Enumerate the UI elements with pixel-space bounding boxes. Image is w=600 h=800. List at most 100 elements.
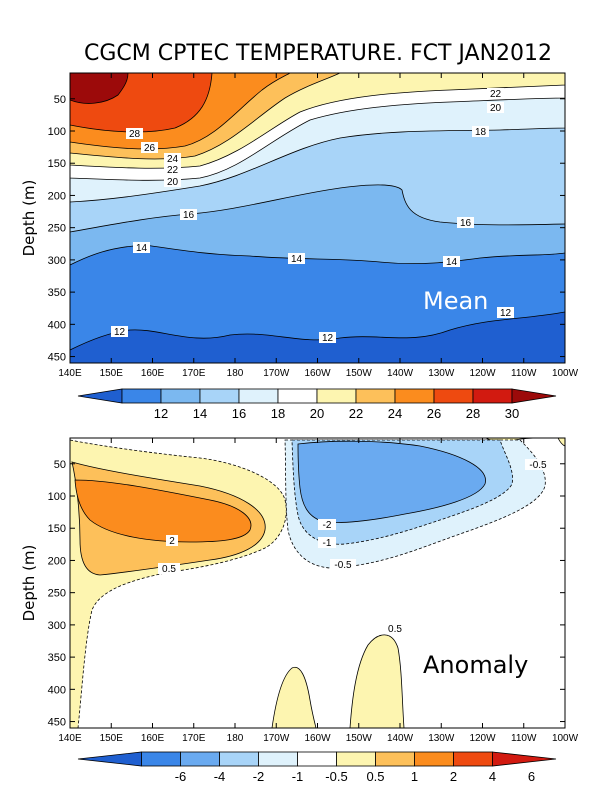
colorbar-arrow-high bbox=[492, 751, 557, 767]
band-gt-30 bbox=[70, 73, 129, 104]
anomaly-field bbox=[70, 438, 565, 728]
contour-label: 20 bbox=[490, 103, 502, 114]
contour-label: 24 bbox=[167, 154, 179, 165]
y-tick-label: 300 bbox=[48, 620, 66, 632]
x-tick-label: 100W bbox=[552, 368, 579, 379]
contour-label: -0.5 bbox=[529, 460, 547, 471]
colorbar-swatch bbox=[297, 751, 337, 767]
x-tick-label: 150W bbox=[346, 368, 373, 379]
x-tick-label: 170W bbox=[263, 368, 290, 379]
contour-label: 14 bbox=[291, 254, 303, 265]
x-tick-label: 110W bbox=[511, 733, 537, 744]
x-tick-label: 140E bbox=[58, 733, 82, 744]
contour-label: 22 bbox=[490, 89, 502, 100]
mean-field bbox=[70, 73, 565, 363]
x-tick-label: 120W bbox=[469, 733, 496, 744]
x-tick-label: 180 bbox=[227, 368, 244, 379]
colorbar-swatch bbox=[414, 751, 454, 767]
mean-colorbar: 12 14 16 18 20 22 24 26 28 30 bbox=[77, 388, 557, 421]
y-tick-label: 450 bbox=[48, 352, 66, 364]
contour-label: -2 bbox=[323, 520, 332, 531]
anom-neg-2 bbox=[297, 440, 486, 523]
colorbar-swatch bbox=[375, 751, 415, 767]
anom-deep-1 bbox=[271, 666, 317, 728]
anom-pos-2 bbox=[74, 479, 252, 543]
colorbar-tick-label: 2 bbox=[450, 769, 457, 784]
colorbar-swatch bbox=[219, 751, 259, 767]
mean-annotation: Mean bbox=[423, 287, 488, 315]
x-tick-label: 150E bbox=[100, 368, 124, 379]
anom-deep-2 bbox=[349, 634, 405, 728]
x-tick-label: 120W bbox=[469, 368, 496, 379]
x-tick-label: 140W bbox=[387, 368, 414, 379]
colorbar-swatch bbox=[472, 388, 513, 404]
y-tick-label: 200 bbox=[48, 555, 66, 567]
y-tick-label: 350 bbox=[48, 287, 66, 299]
colorbar-tick-label: 26 bbox=[427, 406, 441, 421]
contour-label: 16 bbox=[460, 218, 472, 229]
contour-label: 0.5 bbox=[162, 564, 176, 575]
contour-label: 12 bbox=[114, 327, 126, 338]
contour-label: 16 bbox=[183, 210, 195, 221]
contour-label: -0.5 bbox=[334, 560, 352, 571]
colorbar-swatch bbox=[121, 388, 162, 404]
contour-label: -1 bbox=[323, 538, 332, 549]
y-tick-label: 250 bbox=[48, 223, 66, 235]
x-tick-label: 170W bbox=[263, 733, 290, 744]
colorbar-swatch bbox=[180, 751, 220, 767]
mean-axes: 140E 150E 160E 170E 180 170W 160W 150W 140W 130W 1… bbox=[48, 73, 579, 379]
colorbar-swatch bbox=[453, 751, 493, 767]
colorbar-tick-label: 0.5 bbox=[366, 769, 384, 784]
colorbar-tick-label: 30 bbox=[505, 406, 519, 421]
colorbar-swatch bbox=[141, 751, 181, 767]
colorbar-swatch bbox=[258, 751, 298, 767]
colorbar-tick-label: 6 bbox=[528, 769, 535, 784]
anomaly-contour-labels: 2 0.5 -2 -1 -0.5 -0.5 0.5 bbox=[158, 459, 551, 635]
colorbar-swatch bbox=[238, 388, 279, 404]
colorbar-tick-label: -2 bbox=[253, 769, 265, 784]
y-tick-label: 150 bbox=[48, 523, 66, 535]
x-tick-label: 130W bbox=[428, 368, 455, 379]
y-tick-label: 50 bbox=[54, 459, 66, 471]
colorbar-tick-label: 20 bbox=[310, 406, 324, 421]
anomaly-annotation: Anomaly bbox=[423, 651, 528, 679]
y-tick-label: 450 bbox=[48, 717, 66, 729]
colorbar-swatch bbox=[277, 388, 318, 404]
x-tick-label: 170E bbox=[182, 733, 206, 744]
contour-label: 28 bbox=[129, 129, 141, 140]
chart-title: CGCM CPTEC TEMPERATURE. FCT JAN2012 bbox=[84, 41, 552, 66]
colorbar-arrow-high bbox=[511, 388, 557, 404]
contour-label: 0.5 bbox=[388, 624, 402, 635]
y-tick-label: 250 bbox=[48, 588, 66, 600]
contour-label: 22 bbox=[167, 165, 179, 176]
colorbar-arrow-low bbox=[77, 751, 142, 767]
y-tick-label: 100 bbox=[48, 491, 66, 503]
x-tick-label: 130W bbox=[428, 733, 455, 744]
colorbar-tick-label: 24 bbox=[388, 406, 402, 421]
mean-ylabel: Depth (m) bbox=[20, 180, 38, 257]
colorbar-arrow-low bbox=[77, 388, 123, 404]
x-tick-label: 170E bbox=[182, 368, 206, 379]
x-tick-label: 160W bbox=[304, 733, 331, 744]
y-tick-label: 400 bbox=[48, 684, 66, 696]
x-tick-label: 100W bbox=[552, 733, 579, 744]
x-tick-label: 180 bbox=[227, 733, 244, 744]
x-tick-label: 150E bbox=[100, 733, 124, 744]
colorbar-tick-label: -6 bbox=[175, 769, 187, 784]
contour-label: 18 bbox=[475, 127, 487, 138]
y-tick-label: 150 bbox=[48, 158, 66, 170]
colorbar-tick-label: -4 bbox=[214, 769, 226, 784]
colorbar-tick-label: 4 bbox=[489, 769, 496, 784]
colorbar-tick-label: -1 bbox=[292, 769, 304, 784]
x-tick-label: 110W bbox=[511, 368, 537, 379]
contour-label: 2 bbox=[169, 536, 175, 547]
x-tick-label: 160W bbox=[304, 368, 331, 379]
contour-label: 12 bbox=[322, 333, 334, 344]
contour-label: 26 bbox=[144, 143, 156, 154]
colorbar-swatch bbox=[336, 751, 376, 767]
colorbar-swatch bbox=[355, 388, 396, 404]
colorbar-swatch bbox=[433, 388, 474, 404]
y-tick-label: 350 bbox=[48, 652, 66, 664]
colorbar-tick-label: -0.5 bbox=[325, 769, 347, 784]
